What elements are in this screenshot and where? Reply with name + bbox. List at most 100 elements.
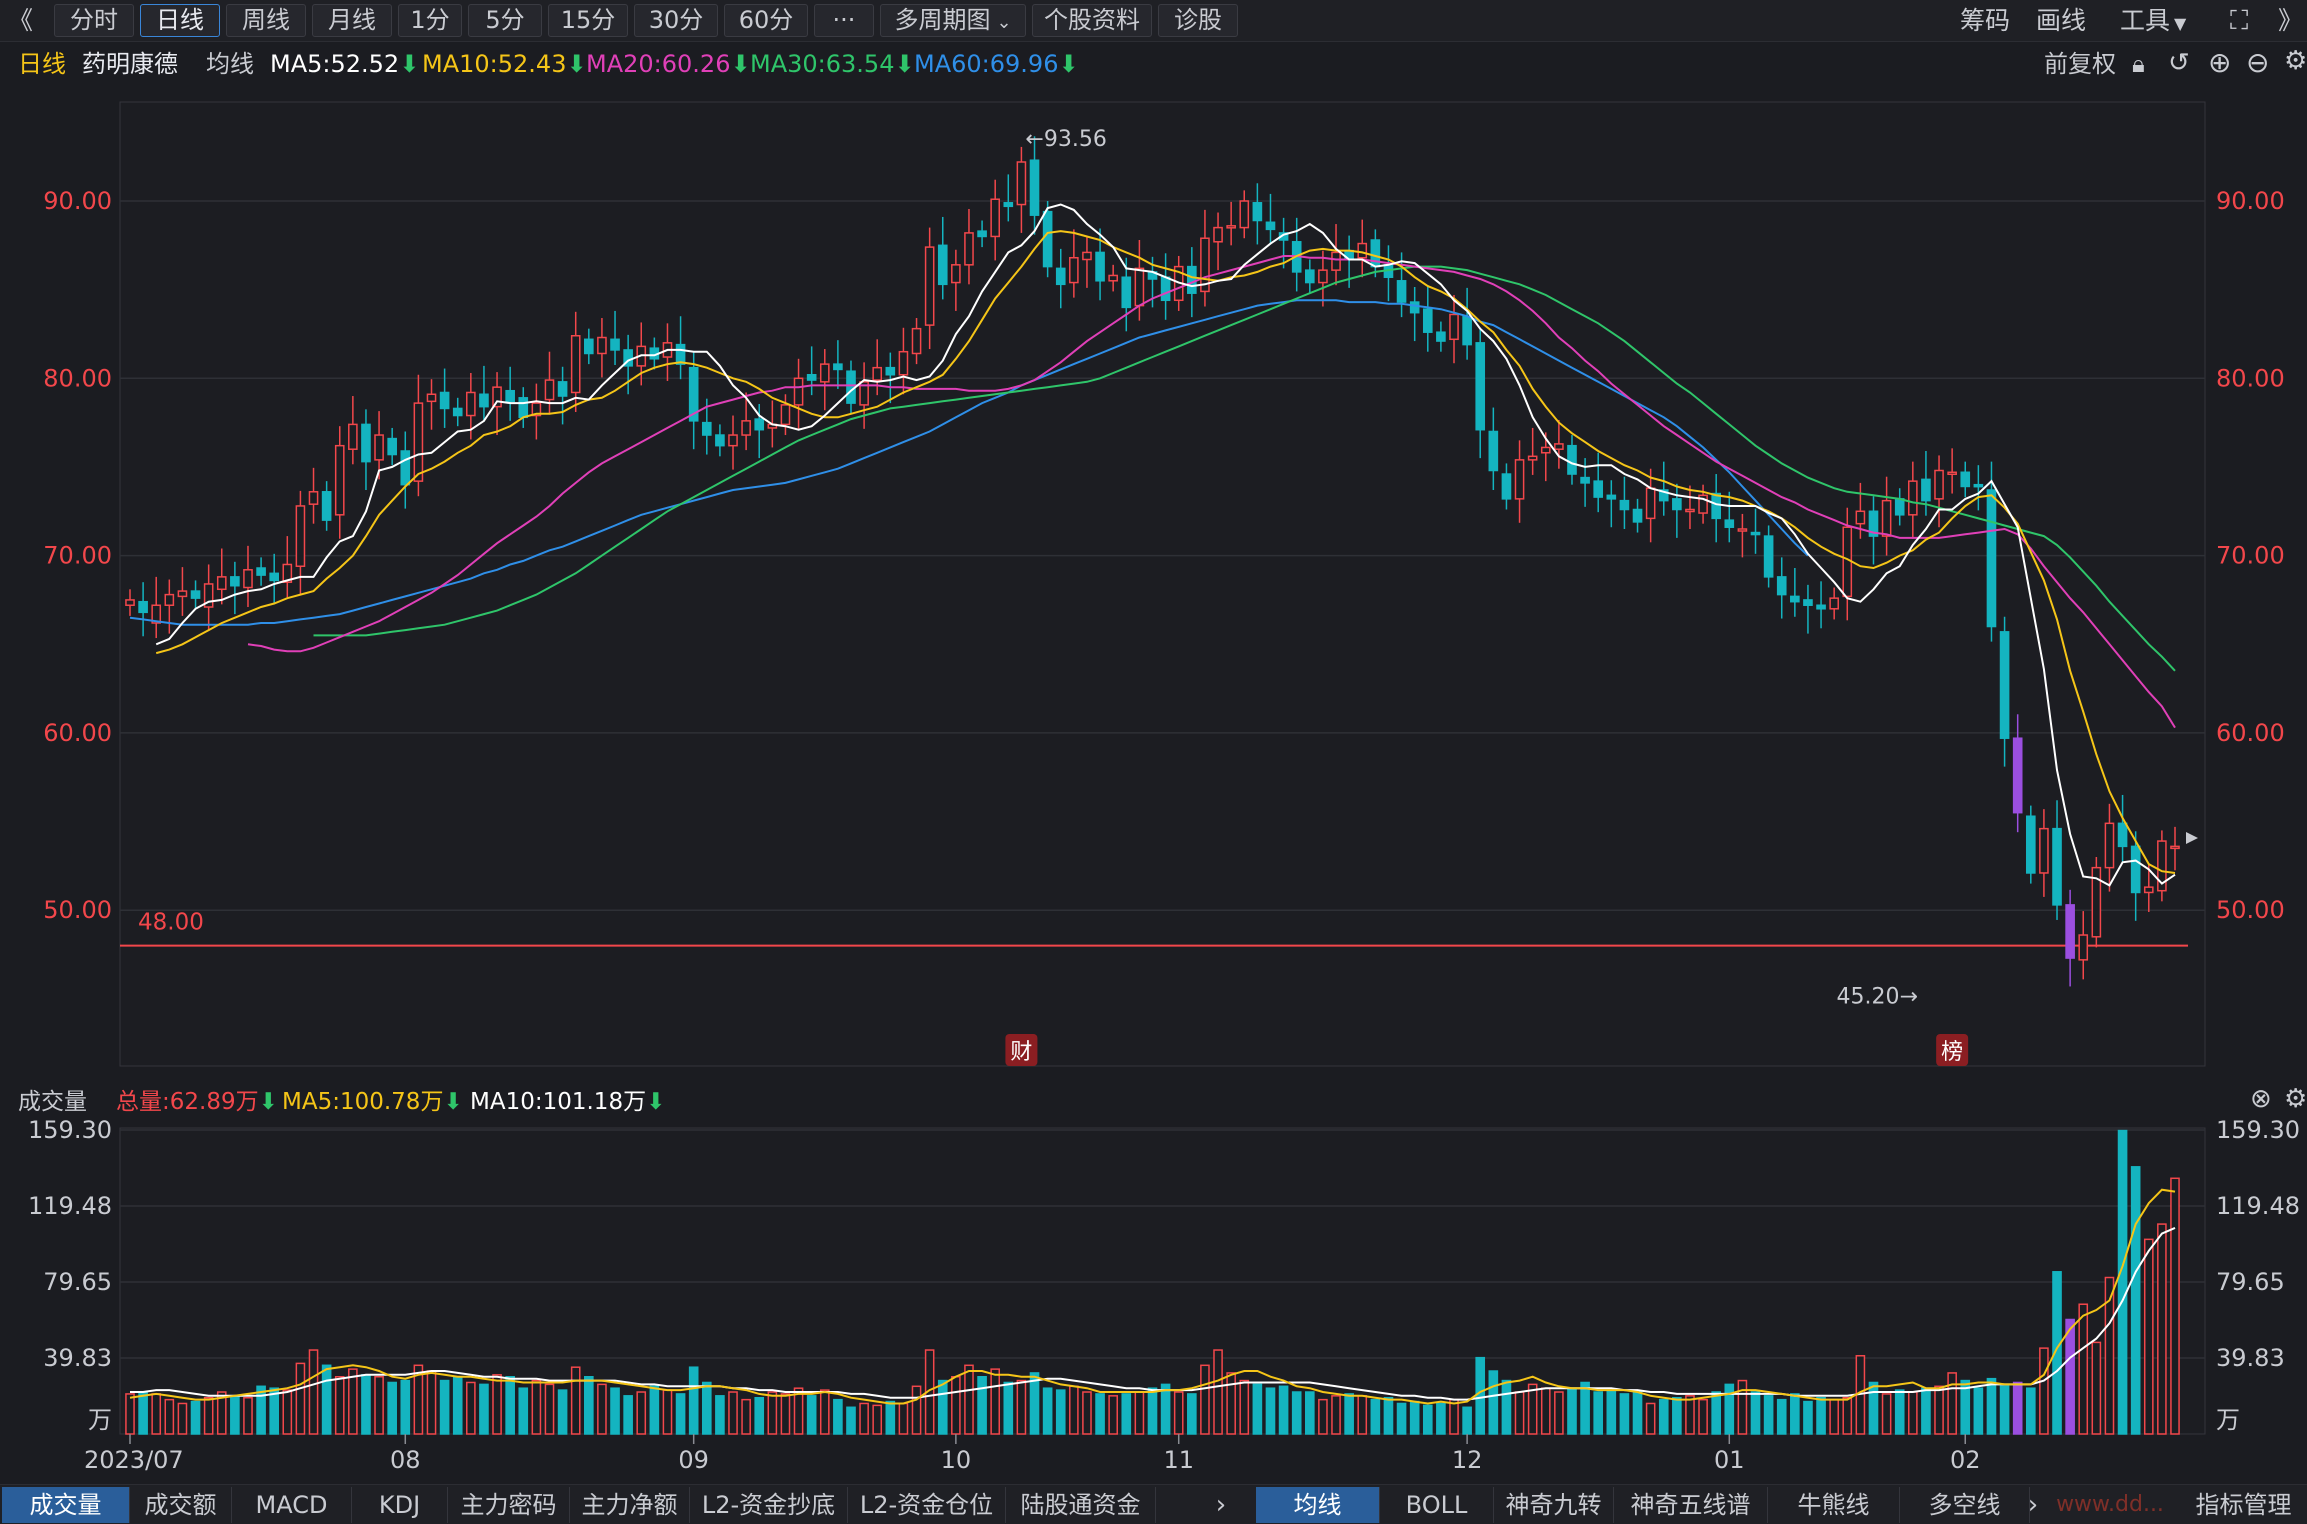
adjust-button[interactable]: 前复权 xyxy=(2044,50,2116,78)
more-button[interactable]: 》 xyxy=(2278,6,2304,35)
candle-body xyxy=(1527,455,1538,461)
candle-body xyxy=(1134,267,1145,307)
chip-button[interactable]: 筹码 xyxy=(1960,6,2011,35)
overlay-tab-0[interactable]: 均线 xyxy=(1256,1487,1380,1523)
candle-body xyxy=(387,437,397,456)
candle-body xyxy=(1973,483,1984,488)
overlay-tab-2[interactable]: 神奇九转 xyxy=(1494,1487,1614,1523)
close-icon[interactable]: ⊗ xyxy=(2250,1084,2272,1114)
volume-bar xyxy=(1344,1393,1354,1435)
settings-gear-icon[interactable]: ⚙ xyxy=(2284,46,2307,76)
period-tab-11[interactable]: 个股资料 xyxy=(1032,4,1152,37)
volume-bar xyxy=(1265,1387,1276,1435)
volume-bar xyxy=(951,1375,961,1435)
overlay-tab-3[interactable]: 神奇五线谱 xyxy=(1614,1487,1768,1523)
candle-body xyxy=(584,338,594,355)
candle-body xyxy=(610,338,620,351)
volume-bar xyxy=(1698,1398,1708,1435)
candle-body xyxy=(1475,342,1486,431)
kline-chart[interactable]: 90.00 90.00 80.00 80.00 70.00 70.00 60.00 60.00… xyxy=(0,0,2307,1484)
back-button[interactable]: 《 xyxy=(8,6,34,35)
volume-bar xyxy=(1357,1395,1368,1435)
volume-bar xyxy=(1908,1391,1918,1435)
overlay-tab-5[interactable]: 多空线 xyxy=(1900,1487,2030,1523)
period-tab-2[interactable]: 周线 xyxy=(226,4,306,37)
indicator-manage-button[interactable]: 指标管理 xyxy=(2195,1491,2292,1519)
candle-body xyxy=(1724,519,1735,528)
volume-bar xyxy=(413,1364,424,1435)
volume-bar xyxy=(1737,1379,1748,1435)
volume-bar xyxy=(1658,1398,1669,1435)
candle-body xyxy=(780,404,791,426)
period-tab-1[interactable]: 日线 xyxy=(140,4,220,37)
caret-down-icon: ▼ xyxy=(2174,14,2187,33)
period-tab-10[interactable]: 多周期图 ⌄ xyxy=(880,4,1026,37)
indicator-tab-1[interactable]: 成交额 xyxy=(130,1487,232,1523)
volume-bar xyxy=(649,1385,660,1435)
period-tab-0[interactable]: 分时 xyxy=(54,4,134,37)
avg-label[interactable]: 均线 xyxy=(206,50,254,78)
volume-bar xyxy=(1973,1387,1984,1435)
candle-body xyxy=(243,569,253,589)
zoom-out-icon[interactable]: ⊖ xyxy=(2246,46,2270,79)
candle-body xyxy=(1894,498,1905,516)
zoom-in-icon[interactable]: ⊕ xyxy=(2208,46,2232,79)
stock-name[interactable]: 药明康德 xyxy=(82,50,178,78)
volume-bar xyxy=(701,1381,712,1435)
price-tick-left: 60.00 xyxy=(43,719,112,747)
indicator-tab-3[interactable]: KDJ xyxy=(352,1487,448,1523)
top-toolbar: 《 分时 日线 周线 月线 1分 5分 15分 30分 60分 ··· 多周期图 ⌄ 个股资料 诊股 筹码… xyxy=(0,0,2307,42)
volume-bar xyxy=(1462,1406,1472,1435)
indicator-tab-6[interactable]: L2-资金抄底 xyxy=(690,1487,848,1523)
volume-title[interactable]: 成交量 xyxy=(18,1089,87,1115)
candle-body xyxy=(1357,242,1368,259)
indicator-tab-4[interactable]: 主力密码 xyxy=(448,1487,570,1523)
volume-bar xyxy=(466,1381,476,1435)
undo-icon[interactable]: ↺ xyxy=(2168,48,2190,78)
candle-body xyxy=(1999,631,2010,739)
volume-tick-right: 119.48 xyxy=(2216,1192,2300,1220)
candle-body xyxy=(1449,313,1459,341)
indicator-tab-5[interactable]: 主力净额 xyxy=(570,1487,690,1523)
period-tab-7[interactable]: 30分 xyxy=(634,4,718,37)
chevron-right-icon[interactable]: › xyxy=(2027,1490,2039,1520)
candle-body xyxy=(452,407,463,417)
volume-bar xyxy=(898,1402,909,1435)
indicator-tab-0[interactable]: 成交量 xyxy=(2,1487,130,1523)
candle-body xyxy=(308,491,319,505)
candle-body xyxy=(1422,308,1433,333)
indicator-tab-7[interactable]: L2-资金仓位 xyxy=(848,1487,1006,1523)
settings-gear-icon[interactable]: ⚙ xyxy=(2284,1084,2307,1114)
price-tick-left: 80.00 xyxy=(43,364,112,392)
period-tab-9[interactable]: ··· xyxy=(814,4,874,37)
volume-bar xyxy=(1790,1393,1800,1435)
period-tab-12[interactable]: 诊股 xyxy=(1158,4,1238,37)
period-tab-6[interactable]: 15分 xyxy=(548,4,628,37)
period-tab-3[interactable]: 月线 xyxy=(312,4,392,37)
volume-bar xyxy=(2039,1347,2049,1435)
tools-menu-button[interactable]: 工具 ▼ xyxy=(2120,5,2186,37)
candle-body xyxy=(898,350,909,376)
candle-body xyxy=(885,366,896,376)
period-tab-4[interactable]: 1分 xyxy=(398,4,462,37)
indicator-tab-2[interactable]: MACD xyxy=(232,1487,352,1523)
volume-bar xyxy=(1842,1396,1853,1435)
chevron-right-icon[interactable]: › xyxy=(1215,1490,1227,1520)
candle-body xyxy=(597,336,607,355)
candle-body xyxy=(2078,934,2089,961)
indicator-tab-8[interactable]: 陆股通资金 xyxy=(1006,1487,1156,1523)
candle-body xyxy=(1842,526,1853,598)
period-tab-5[interactable]: 5分 xyxy=(468,4,542,37)
candle-body xyxy=(1239,200,1250,229)
overlay-tab-1[interactable]: BOLL xyxy=(1380,1487,1494,1523)
volume-bar xyxy=(1042,1387,1053,1435)
candle-body xyxy=(1331,251,1341,271)
fullscreen-icon[interactable]: ⛶ xyxy=(2230,6,2249,36)
draw-line-button[interactable]: 画线 xyxy=(2036,6,2087,35)
overlay-tab-4[interactable]: 牛熊线 xyxy=(1768,1487,1900,1523)
candle-body xyxy=(282,563,293,583)
candle-body xyxy=(492,386,502,408)
candle-body xyxy=(924,246,935,326)
period-tab-8[interactable]: 60分 xyxy=(724,4,808,37)
lock-icon[interactable]: 🔒︎ xyxy=(2132,50,2145,78)
